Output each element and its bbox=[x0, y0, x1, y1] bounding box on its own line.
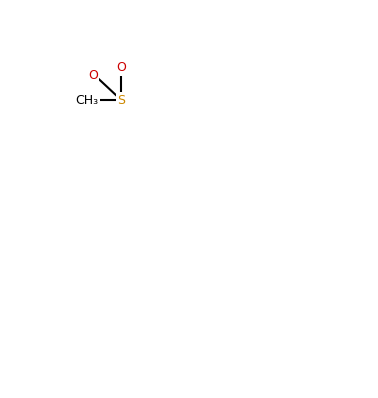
Text: O: O bbox=[88, 69, 98, 82]
Text: O: O bbox=[116, 61, 126, 74]
Text: CH₃: CH₃ bbox=[75, 94, 98, 107]
Text: S: S bbox=[117, 94, 125, 107]
